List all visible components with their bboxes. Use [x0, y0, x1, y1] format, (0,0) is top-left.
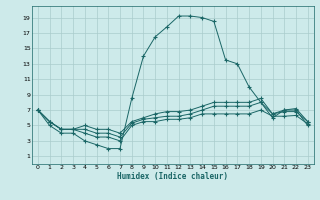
X-axis label: Humidex (Indice chaleur): Humidex (Indice chaleur): [117, 172, 228, 181]
